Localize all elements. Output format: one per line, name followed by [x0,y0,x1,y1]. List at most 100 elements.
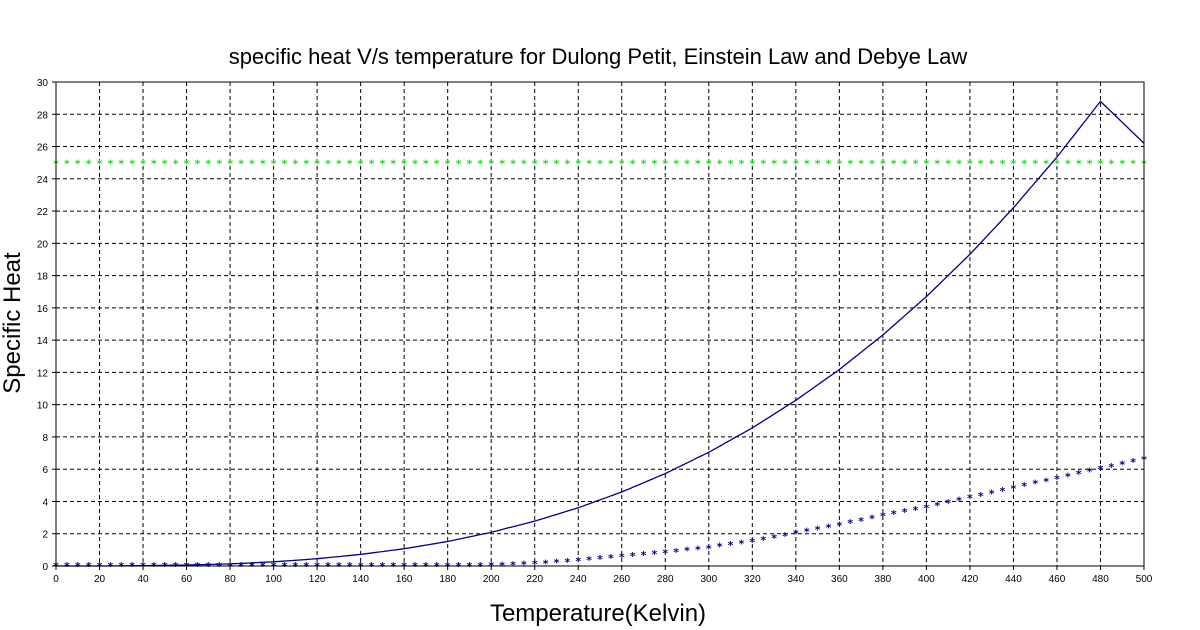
y-tick-label: 12 [37,368,49,379]
series-marker-0: * [532,158,538,171]
series-marker-2: * [554,557,560,570]
series-marker-0: * [630,158,636,171]
series-marker-2: * [815,524,821,537]
y-tick-label: 30 [37,78,49,89]
y-tick-label: 10 [37,401,49,412]
y-tick-label: 8 [42,433,48,444]
series-marker-0: * [412,158,418,171]
series-marker-0: * [521,158,527,171]
y-tick-label: 18 [37,272,49,283]
x-tick-label: 420 [962,574,979,585]
y-tick-label: 6 [42,465,48,476]
series-marker-0: * [129,158,135,171]
x-tick-label: 500 [1136,574,1153,585]
series-marker-2: * [543,557,549,570]
x-tick-label: 480 [1092,574,1109,585]
series-marker-0: * [1119,158,1125,171]
series-marker-0: * [434,158,440,171]
series-marker-2: * [1054,473,1060,486]
series-marker-2: * [760,534,766,547]
x-tick-label: 200 [483,574,500,585]
series-marker-0: * [662,158,668,171]
x-tick-label: 180 [439,574,456,585]
series-marker-0: * [314,158,320,171]
series-marker-0: * [1021,158,1027,171]
series-marker-0: * [1032,158,1038,171]
x-tick-label: 380 [875,574,892,585]
series-marker-0: * [989,158,995,171]
series-marker-0: * [695,158,701,171]
series-marker-2: * [1119,458,1125,471]
series-marker-0: * [869,158,875,171]
x-tick-label: 0 [53,574,59,585]
series-marker-2: * [1000,485,1006,498]
y-tick-label: 22 [37,207,49,218]
series-marker-2: * [989,487,995,500]
x-tick-label: 120 [309,574,326,585]
series-marker-0: * [216,158,222,171]
series-marker-2: * [1076,468,1082,481]
series-marker-2: * [902,506,908,519]
y-tick-label: 26 [37,143,49,154]
x-axis-label: Temperature(Kelvin) [490,600,706,627]
series-marker-2: * [619,551,625,564]
series-marker-0: * [1043,158,1049,171]
series-marker-0: * [608,158,614,171]
series-marker-0: * [815,158,821,171]
series-marker-2: * [880,510,886,523]
series-marker-2: * [1065,470,1071,483]
series-marker-0: * [978,158,984,171]
series-marker-2: * [652,548,658,561]
y-tick-label: 14 [37,336,49,347]
x-axis: 0 20 40 60 80 100 120 140 160 180 200 220 240 260 280 3… [53,566,1153,585]
series-marker-0: * [325,158,331,171]
series-marker-2: * [684,545,690,558]
series-marker-2: * [641,549,647,562]
series-marker-2: * [1032,478,1038,491]
series-marker-0: * [597,158,603,171]
y-axis-label: Specific Heat [0,252,26,394]
x-tick-label: 460 [1049,574,1066,585]
x-tick-label: 140 [352,574,369,585]
series-marker-2: * [1021,480,1027,493]
series-marker-0: * [445,158,451,171]
series-marker-2: * [924,502,930,515]
series-marker-2: * [934,500,940,513]
series-marker-2: * [913,504,919,517]
series-marker-2: * [521,558,527,571]
series-marker-0: * [347,158,353,171]
chart-title: specific heat V/s temperature for Dulong… [229,44,968,69]
series-marker-0: * [282,158,288,171]
y-tick-label: 20 [37,239,49,250]
x-tick-label: 400 [918,574,935,585]
series-marker-0: * [924,158,930,171]
series-marker-2: * [749,536,755,549]
series-marker-0: * [619,158,625,171]
y-tick-label: 16 [37,304,49,315]
series-marker-0: * [956,158,962,171]
series-marker-0: * [227,158,233,171]
series-marker-0: * [173,158,179,171]
x-tick-label: 220 [526,574,543,585]
series-marker-0: * [205,158,211,171]
series-marker-2: * [608,552,614,565]
y-tick-label: 4 [42,497,48,508]
series-marker-2: * [891,508,897,521]
series-marker-0: * [913,158,919,171]
series-marker-0: * [782,158,788,171]
series-marker-2: * [793,528,799,541]
series-marker-0: * [760,158,766,171]
plot-area: * * * * * * * * * * * * * * * * * * * * * * * * * * * * * * * * * * * * * * * *… [53,100,1147,573]
series-marker-0: * [238,158,244,171]
series-marker-0: * [336,158,342,171]
series-marker-0: * [499,158,505,171]
series-marker-0: * [836,158,842,171]
x-tick-label: 300 [700,574,717,585]
series-marker-2: * [662,547,668,560]
series-marker-0: * [358,158,364,171]
series-marker-2: * [1043,475,1049,488]
series-marker-0: * [1098,158,1104,171]
series-marker-2: * [630,550,636,563]
